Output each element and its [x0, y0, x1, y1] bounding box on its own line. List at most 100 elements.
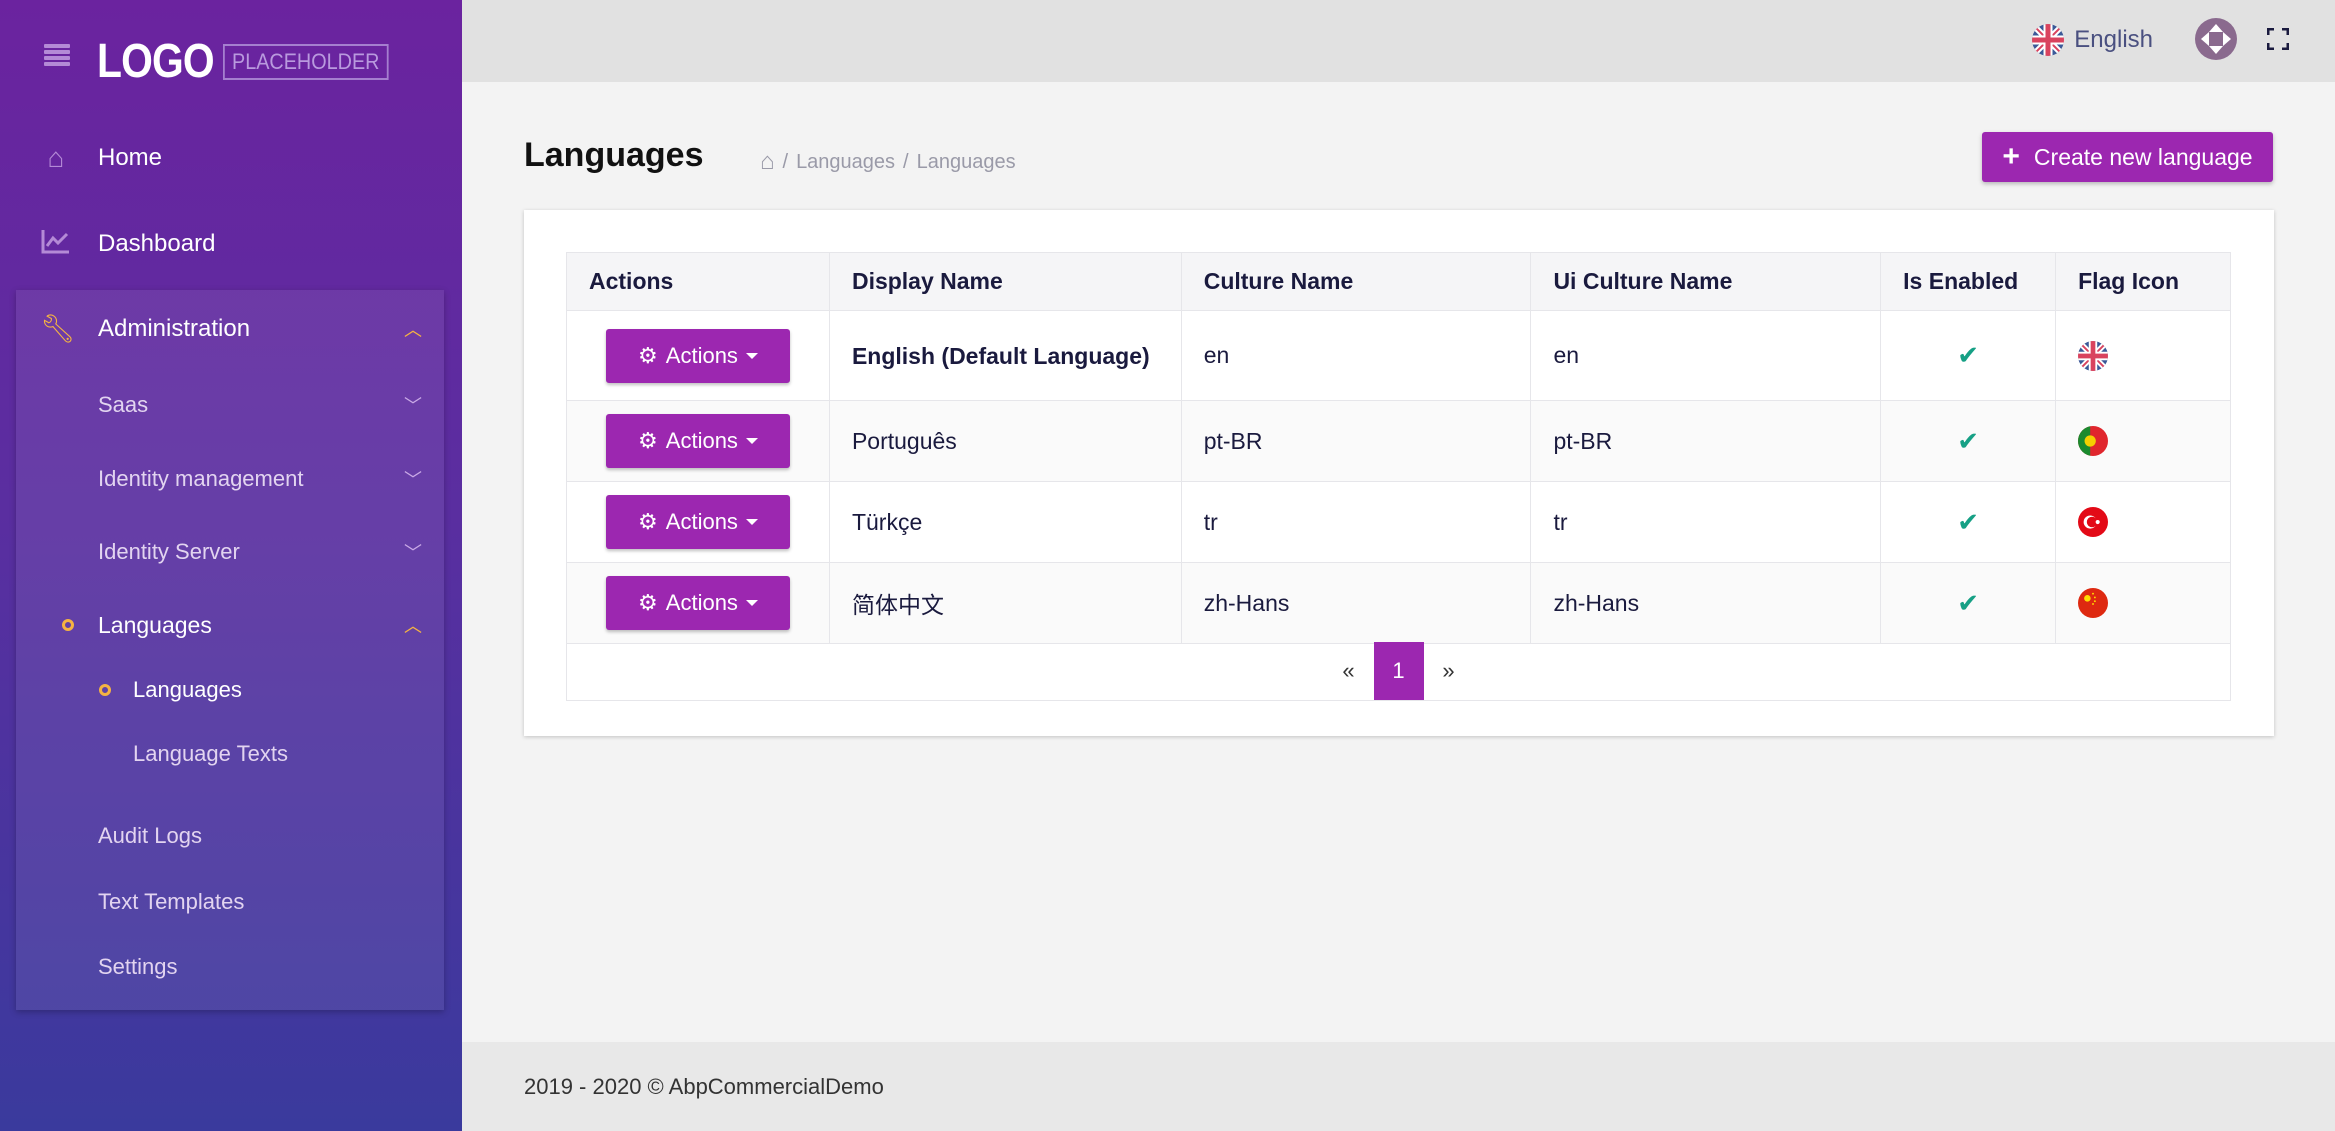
check-icon: ✔ — [1957, 506, 1980, 537]
display-name-cell: Português — [828, 400, 1182, 482]
caret-down-icon — [745, 438, 758, 444]
is-enabled-cell: ✔ — [1880, 481, 2057, 563]
language-selector[interactable]: English — [2032, 24, 2153, 56]
tr-flag-icon — [2078, 507, 2109, 537]
button-label: Actions — [665, 342, 738, 368]
logo-subtext: PLACEHOLDER — [223, 43, 389, 80]
topbar: English — [462, 0, 2335, 82]
pt-flag-icon — [2078, 426, 2109, 456]
breadcrumb: ⌂ / Languages / Languages — [760, 148, 1016, 176]
culture-name-cell: zh-Hans — [1180, 562, 1532, 644]
caret-down-icon — [745, 600, 758, 606]
column-header[interactable]: Flag Icon — [2055, 252, 2231, 311]
table-row: ⚙ Actions Português pt-BR pt-BR ✔ — [566, 400, 2231, 482]
culture-name-cell: tr — [1180, 481, 1532, 563]
caret-down-icon — [745, 519, 758, 525]
gb-flag-icon — [2078, 340, 2109, 371]
gear-icon: ⚙ — [638, 509, 658, 534]
sidebar-item-languages-group[interactable]: Languages ︿ — [0, 610, 462, 640]
column-header[interactable]: Ui Culture Name — [1530, 252, 1882, 311]
page-title: Languages — [524, 136, 704, 174]
administration-submenu — [16, 290, 444, 1010]
active-dot-icon — [99, 684, 111, 696]
ui-culture-name-cell: tr — [1530, 481, 1882, 563]
sidebar-item-label: Languages — [98, 611, 212, 638]
actions-dropdown-button[interactable]: ⚙ Actions — [606, 414, 790, 468]
sidebar-item-audit-logs[interactable]: Audit Logs — [0, 821, 462, 851]
sidebar-item-label: Administration — [98, 315, 251, 342]
sidebar-item-identity-management[interactable]: Identity management ﹀ — [0, 464, 462, 494]
sidebar-item-label: Text Templates — [98, 889, 245, 914]
page-button[interactable]: 1 — [1373, 642, 1424, 700]
sidebar-item-label: Home — [98, 144, 163, 171]
fullscreen-icon[interactable] — [2266, 27, 2290, 51]
menu-toggle-icon[interactable] — [44, 44, 70, 66]
breadcrumb-separator: / — [903, 150, 909, 173]
pagination: « 1 » — [566, 642, 2231, 701]
sidebar-item-home[interactable]: ⌂ Home — [0, 142, 462, 174]
check-icon: ✔ — [1957, 340, 1980, 370]
actions-dropdown-button[interactable]: ⚙ Actions — [606, 576, 790, 630]
sidebar-item-label: Language Texts — [133, 741, 288, 766]
culture-name: en — [1203, 342, 1230, 368]
logo[interactable]: LOGO PLACEHOLDER — [97, 34, 407, 89]
culture-name: zh-Hans — [1203, 589, 1290, 616]
button-label: Create new language — [2033, 143, 2253, 170]
sidebar-item-label: Audit Logs — [98, 823, 202, 848]
column-header[interactable]: Culture Name — [1180, 252, 1532, 311]
chart-line-icon — [40, 228, 72, 260]
ui-culture-name-cell: en — [1530, 310, 1882, 401]
sidebar-item-settings[interactable]: Settings — [0, 952, 462, 982]
sidebar-item-text-templates[interactable]: Text Templates — [0, 887, 462, 917]
chevron-up-icon: ︿ — [404, 616, 422, 636]
breadcrumb-item[interactable]: Languages — [796, 150, 896, 173]
ui-culture-name-cell: pt-BR — [1530, 400, 1882, 482]
cn-flag-icon — [2078, 588, 2109, 618]
actions-cell: ⚙ Actions — [566, 310, 830, 401]
sidebar-item-administration[interactable]: 🔧︎ Administration ︿ — [0, 313, 462, 345]
flag-icon-cell — [2055, 310, 2231, 401]
home-icon[interactable]: ⌂ — [760, 148, 775, 175]
sidebar-item-dashboard[interactable]: Dashboard — [0, 228, 462, 260]
gear-icon: ⚙ — [638, 342, 658, 368]
create-language-button[interactable]: + Create new language — [1982, 132, 2273, 182]
display-name: English (Default Language) — [851, 342, 1150, 369]
ui-culture-name: tr — [1553, 508, 1568, 535]
sidebar-item-identity-server[interactable]: Identity Server ﹀ — [0, 537, 462, 567]
column-header[interactable]: Display Name — [828, 252, 1182, 311]
gear-icon: ⚙ — [638, 590, 658, 615]
culture-name-cell: en — [1180, 310, 1532, 401]
next-page-button[interactable]: » — [1442, 658, 1455, 683]
prev-page-button[interactable]: « — [1342, 658, 1355, 683]
actions-dropdown-button[interactable]: ⚙ Actions — [606, 495, 790, 549]
caret-down-icon — [745, 352, 758, 359]
actions-cell: ⚙ Actions — [566, 481, 830, 563]
table-header: Actions Display Name Culture Name Ui Cul… — [566, 252, 2231, 311]
sidebar-item-language-texts[interactable]: Language Texts — [0, 739, 462, 769]
sidebar-item-label: Identity Server — [98, 539, 240, 564]
chevron-down-icon: ﹀ — [404, 396, 422, 416]
display-name-cell: Türkçe — [828, 481, 1182, 563]
button-label: Actions — [665, 590, 738, 615]
home-icon: ⌂ — [47, 142, 65, 173]
languages-table: Actions Display Name Culture Name Ui Cul… — [566, 252, 2231, 644]
current-language: English — [2074, 26, 2153, 53]
user-avatar[interactable] — [2195, 18, 2237, 60]
logo-text: LOGO — [97, 35, 215, 88]
chevron-down-icon: ﹀ — [404, 470, 422, 490]
actions-dropdown-button[interactable]: ⚙ Actions — [606, 328, 790, 383]
wrench-icon: 🔧︎ — [40, 313, 76, 344]
flag-icon-cell — [2055, 400, 2231, 482]
sidebar-item-label: Settings — [98, 954, 178, 979]
column-header[interactable]: Is Enabled — [1880, 252, 2057, 311]
languages-card: Actions Display Name Culture Name Ui Cul… — [524, 210, 2274, 736]
culture-name: pt-BR — [1203, 427, 1263, 454]
sidebar-item-languages[interactable]: Languages — [0, 675, 462, 705]
is-enabled-cell: ✔ — [1880, 400, 2057, 482]
sidebar-item-saas[interactable]: Saas ﹀ — [0, 390, 462, 420]
breadcrumb-separator: / — [782, 150, 789, 173]
actions-cell: ⚙ Actions — [566, 400, 830, 482]
sidebar-item-label: Identity management — [98, 466, 304, 491]
sidebar-item-label: Languages — [133, 677, 242, 702]
flag-icon-cell — [2055, 562, 2231, 644]
